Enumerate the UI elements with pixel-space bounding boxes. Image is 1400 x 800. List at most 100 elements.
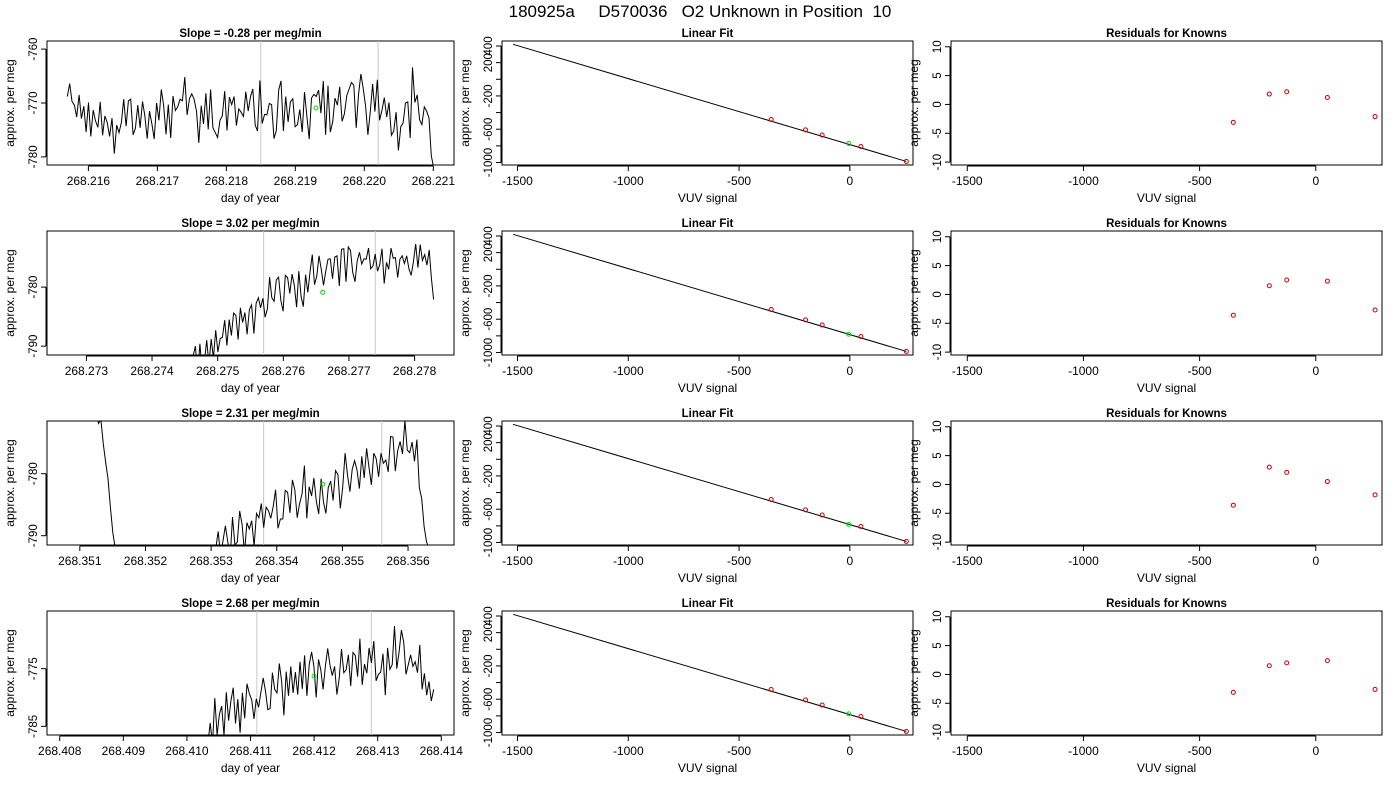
x-tick-label: -500 [1188,364,1212,378]
known-point [819,702,825,708]
known-point [803,317,809,323]
x-tick-label: 0 [1312,554,1319,568]
x-tick-label: 268.413 [356,744,400,758]
x-axis-label: VUV signal [1137,191,1196,205]
known-point [1284,660,1290,666]
y-tick-label: -600 [483,498,495,521]
y-axis-label: approx. per meg [458,59,472,146]
known-point [1324,278,1330,284]
x-tick-label: 268.218 [205,174,249,188]
x-tick-label: -1500 [502,554,533,568]
x-tick-label: 268.220 [343,174,387,188]
unknown-point [313,105,319,111]
x-tick-label: 268.414 [420,744,464,758]
x-axis-label: day of year [221,761,280,775]
x-axis-label: day of year [221,381,280,395]
x-tick-label: -1500 [952,554,983,568]
x-tick-label: 268.411 [229,744,272,758]
x-tick-label: -500 [727,364,751,378]
plot-frame [950,230,1383,356]
known-point [1372,114,1378,120]
x-tick-label: 268.216 [67,174,111,188]
x-tick-label: 268.354 [255,554,299,568]
x-tick-label: -500 [1188,554,1212,568]
panel-1: Slope = -0.28 per meg/min 268.216 268.217 2… [3,28,455,205]
x-tick-label: -1000 [1068,364,1099,378]
y-axis-label: approx. per meg [907,249,921,336]
known-point [1230,119,1236,125]
panel-title: Residuals for Knowns [1106,28,1227,40]
y-axis-label: approx. per meg [458,629,472,716]
y-tick-label: 10 [932,610,944,623]
plot-area [192,231,435,355]
x-tick-label: -1000 [613,554,644,568]
x-tick-label: 268.221 [412,174,456,188]
x-tick-label: 268.277 [327,364,371,378]
panel-11: Linear Fit -1500 -1000 -500 0 VUV signal -1000… [458,598,914,775]
y-tick-label: -10 [932,154,944,171]
y-tick-label: -600 [483,308,495,331]
y-tick-label: 10 [932,230,944,243]
known-point [858,524,864,530]
known-point [858,334,864,340]
x-tick-label: -1000 [1068,174,1099,188]
x-tick-label: -1000 [613,744,644,758]
fit-line [512,233,907,352]
known-point [803,507,809,513]
known-point [1230,312,1236,318]
known-point [803,697,809,703]
x-axis-label: VUV signal [678,381,737,395]
unknown-point [846,711,852,717]
known-point [903,538,909,544]
y-tick-label: 5 [932,642,944,648]
y-tick-label: -780 [28,276,40,299]
x-tick-label: 0 [1312,174,1319,188]
plot-frame [950,610,1383,736]
y-tick-label: -200 [483,654,495,677]
y-tick-label: 0 [932,291,944,297]
y-tick-label: -5 [932,318,944,328]
x-tick-label: 268.278 [393,364,437,378]
known-point [903,728,909,734]
x-tick-label: 0 [847,554,854,568]
y-axis-label: approx. per meg [907,59,921,146]
plot-area [1230,464,1378,508]
plot-frame [501,610,914,736]
x-tick-label: -1500 [502,364,533,378]
x-tick-label: 0 [847,744,854,758]
y-tick-label: -10 [932,344,944,361]
y-tick-label: 400 [483,606,495,625]
x-tick-label: -1000 [613,174,644,188]
known-point [1284,469,1290,475]
x-tick-label: -500 [1188,744,1212,758]
plot-area [1230,277,1378,318]
known-point [1372,686,1378,692]
panel-title: Residuals for Knowns [1106,218,1227,230]
x-tick-label: -1500 [502,174,533,188]
unknown-point [846,331,852,337]
x-tick-label: 268.352 [124,554,168,568]
panel-title: Linear Fit [682,218,734,230]
plot-area [1230,658,1378,695]
known-point [1372,307,1378,313]
unknown-point [846,521,852,527]
y-axis-label: approx. per meg [3,249,17,336]
y-axis-label: approx. per meg [907,439,921,526]
y-tick-label: 200 [483,433,495,452]
known-point [1266,283,1272,289]
x-axis-label: day of year [221,571,280,585]
x-axis-label: VUV signal [678,191,737,205]
x-tick-label: 0 [1312,364,1319,378]
y-tick-label: -5 [932,698,944,708]
x-tick-label: 268.273 [65,364,109,378]
panel-9: Residuals for Knowns -1500 -1000 -500 0 VUV s… [907,408,1383,585]
y-axis-label: approx. per meg [458,249,472,336]
x-tick-label: 268.412 [292,744,336,758]
plot-frame [950,420,1383,546]
plot-area [512,233,909,354]
known-point [903,158,909,164]
panel-7: Slope = 2.31 per meg/min 268.351 268.352 26… [3,408,455,585]
x-tick-label: 0 [1312,744,1319,758]
y-tick-label: 200 [483,623,495,642]
